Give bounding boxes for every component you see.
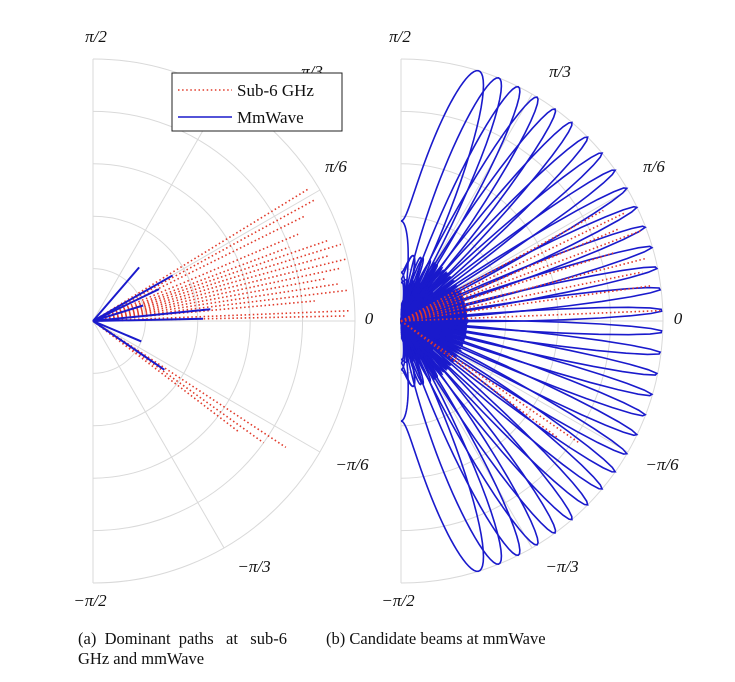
angular-tick-labels: π/2 π/3 π/6 0 −π/6 −π/3 −π/2 [381, 27, 682, 610]
series-group [92, 187, 350, 449]
caption-a-line2: GHz and mmWave [78, 649, 204, 668]
polar-plot-b: π/2 π/3 π/6 0 −π/6 −π/3 −π/2 [381, 27, 682, 610]
mmwave-path [92, 320, 142, 343]
legend-label-sub6: Sub-6 GHz [237, 81, 314, 100]
sub6-path [400, 252, 614, 322]
tick-label: π/2 [389, 27, 411, 46]
sub6-path [92, 257, 348, 322]
sub6-path [92, 187, 311, 322]
mmwave-path [92, 266, 140, 322]
sub6-path [400, 320, 579, 443]
mmwave-path [92, 288, 160, 322]
sub6-path [400, 212, 626, 322]
sub6-path [400, 229, 642, 322]
tick-label: π/6 [643, 157, 665, 176]
tick-label: −π/6 [645, 455, 679, 474]
grid-spoke [92, 93, 225, 322]
sub6-path [92, 289, 349, 322]
sub6-path [92, 255, 329, 322]
sub6-path [400, 209, 604, 322]
legend-label-mmwave: MmWave [237, 108, 304, 127]
tick-label: 0 [365, 309, 374, 328]
mmwave-path [92, 274, 174, 322]
mmwave-path [92, 317, 204, 322]
legend-box [171, 72, 343, 132]
sub6-path [92, 320, 240, 433]
mmwave-path [92, 320, 165, 371]
tick-label: −π/2 [73, 591, 107, 610]
tick-label: π/2 [85, 27, 107, 46]
sub6-path [92, 309, 350, 322]
sub6-path [92, 320, 287, 449]
tick-label: −π/6 [335, 455, 369, 474]
grid-spoke [92, 320, 321, 453]
sub6-path [400, 271, 643, 322]
mmwave-path [92, 304, 144, 322]
angular-tick-labels: π/2π/3π/60−π/6−π/3−π/2 [73, 27, 373, 610]
sub6-path [400, 257, 648, 322]
polar-plot-a: π/2π/3π/60−π/6−π/3−π/2 [73, 27, 373, 610]
legend: Sub-6 GHz MmWave [171, 72, 343, 132]
tick-label: π/6 [325, 157, 347, 176]
sub6-path [400, 285, 651, 322]
series-group [400, 69, 663, 573]
captions: (a) Dominant paths at sub-6 GHz and mmWa… [78, 629, 546, 668]
sub6-path [92, 239, 329, 322]
caption-a-line1: (a) Dominant paths at sub-6 [78, 629, 287, 648]
grid-spoke [92, 320, 225, 549]
tick-label: −π/2 [381, 591, 415, 610]
caption-b: (b) Candidate beams at mmWave [326, 629, 546, 648]
tick-label: π/3 [549, 62, 571, 81]
sub6-path [92, 277, 326, 322]
sub6-path [92, 267, 342, 322]
mmwave-path [92, 308, 211, 322]
sub6-path [92, 283, 340, 322]
tick-label: −π/3 [545, 557, 578, 576]
tick-label: −π/3 [237, 557, 270, 576]
sub6-path [92, 233, 299, 322]
tick-label: 0 [674, 309, 683, 328]
